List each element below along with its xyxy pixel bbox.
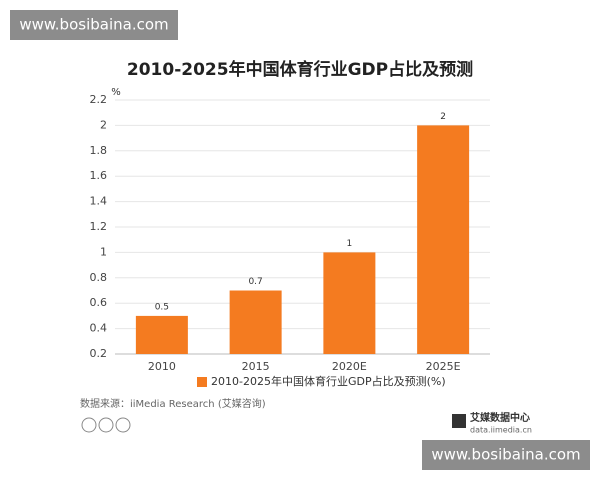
x-tick-label: 2025E [426, 360, 461, 373]
y-tick-label: 1.6 [90, 169, 108, 182]
y-tick-label: 2 [100, 118, 107, 131]
value-label: 1 [347, 239, 353, 249]
value-label: 2 [440, 112, 446, 122]
legend-label: 2010-2025年中国体育行业GDP占比及预测(%) [211, 374, 446, 388]
legend-swatch [197, 377, 207, 387]
license-icons [81, 417, 131, 433]
bar [135, 315, 188, 354]
y-tick-label: 0.6 [90, 296, 108, 309]
y-tick-label: 1.4 [90, 195, 108, 208]
y-tick-label: 0.4 [90, 322, 108, 335]
x-tick-label: 2015 [242, 360, 270, 373]
plot: 0.2 0.4 0.6 0.8 1 1.2 1.4 1.6 1.8 2 2.2 0.5 0.7 1 2 201… [90, 93, 490, 388]
chart-title: 2010-2025年中国体育行业GDP占比及预测 [127, 59, 473, 80]
watermark-box [10, 10, 178, 40]
y-tick-label: 0.8 [90, 271, 108, 284]
watermark: www.bosibaina.com [431, 446, 580, 464]
watermark: www.bosibaina.com [19, 16, 168, 34]
logo-url: data.iimedia.cn [470, 426, 532, 435]
value-label: 0.5 [155, 302, 169, 312]
y-tick-label: 0.2 [90, 347, 108, 360]
x-tick-label: 2010 [148, 360, 176, 373]
y-tick-label: 1.8 [90, 144, 108, 157]
watermark-box [422, 440, 590, 470]
y-tick-label: 1.2 [90, 220, 108, 233]
bar [323, 252, 376, 354]
x-tick-label: 2020E [332, 360, 367, 373]
logo-title: 艾媒数据中心 [470, 411, 530, 424]
logo-icon [452, 414, 466, 428]
y-tick-label: 1 [100, 245, 107, 258]
y-unit: % [111, 87, 121, 98]
bar [417, 125, 470, 355]
source: 数据来源：iiMedia Research (艾媒咨询) [80, 397, 266, 410]
bar [229, 290, 282, 354]
y-tick-label: 2.2 [90, 93, 108, 106]
value-label: 0.7 [248, 277, 262, 287]
